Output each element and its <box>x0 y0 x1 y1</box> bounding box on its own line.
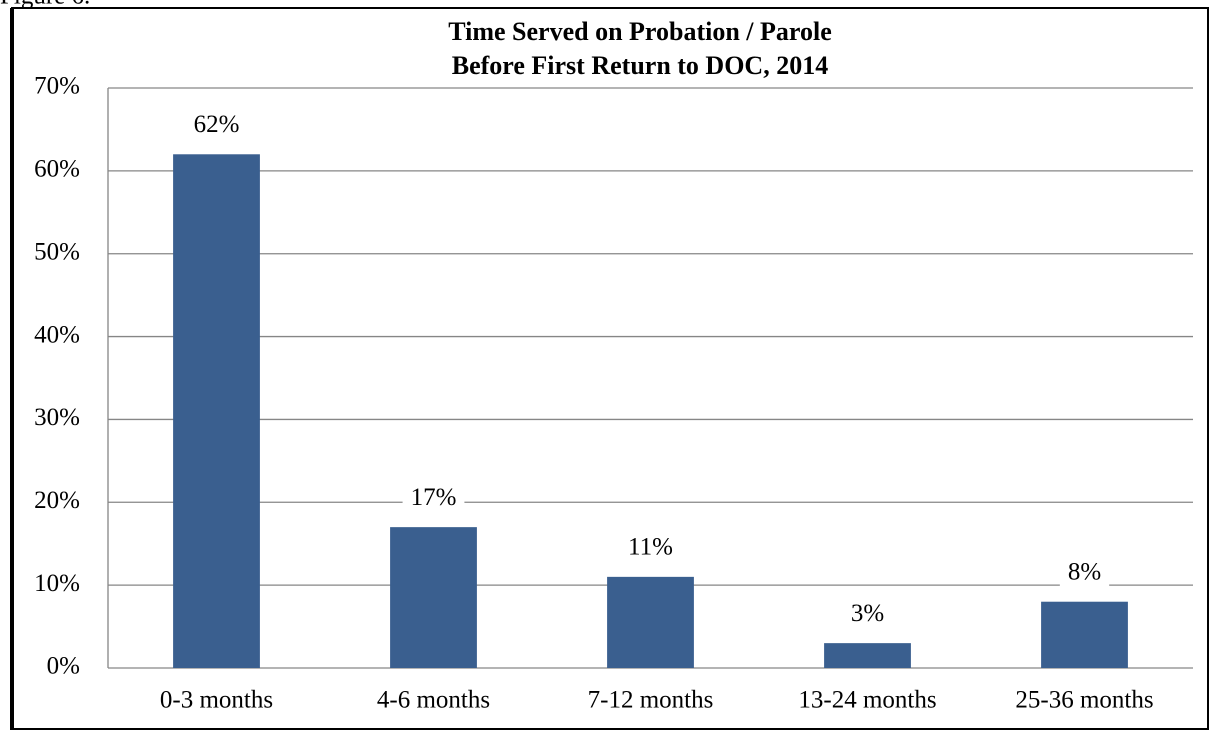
value-label-bg <box>842 597 893 634</box>
chart-title: Before First Return to DOC, 2014 <box>452 51 828 80</box>
y-tick-label: 30% <box>34 404 80 431</box>
bar <box>390 527 477 668</box>
value-label-bg <box>185 108 248 145</box>
y-tick-label: 10% <box>34 570 80 597</box>
value-label: 62% <box>194 111 240 138</box>
bar <box>173 154 260 669</box>
x-tick-label: 13-24 months <box>798 687 936 714</box>
figure-label: Figure 6. <box>0 0 90 10</box>
y-tick-label: 50% <box>34 238 80 265</box>
value-label-bg <box>402 481 465 518</box>
y-tick-label: 0% <box>47 653 80 680</box>
value-label: 17% <box>411 484 457 511</box>
bar <box>1041 601 1128 668</box>
y-tick-label: 20% <box>34 487 80 514</box>
x-tick-label: 25-36 months <box>1015 687 1153 714</box>
bar <box>824 643 911 668</box>
value-label: 8% <box>1068 558 1101 585</box>
x-tick-label: 4-6 months <box>377 687 490 714</box>
y-tick-label: 40% <box>34 321 80 348</box>
chart-title: Time Served on Probation / Parole <box>448 17 832 46</box>
x-tick-label: 7-12 months <box>588 687 714 714</box>
value-label: 3% <box>851 600 884 627</box>
x-tick-label: 0-3 months <box>160 687 273 714</box>
bar <box>607 576 694 668</box>
value-label: 11% <box>628 534 673 561</box>
y-tick-label: 60% <box>34 156 80 183</box>
value-label-bg <box>1059 555 1110 592</box>
y-tick-label: 70% <box>34 73 80 100</box>
value-label-bg <box>620 530 681 567</box>
